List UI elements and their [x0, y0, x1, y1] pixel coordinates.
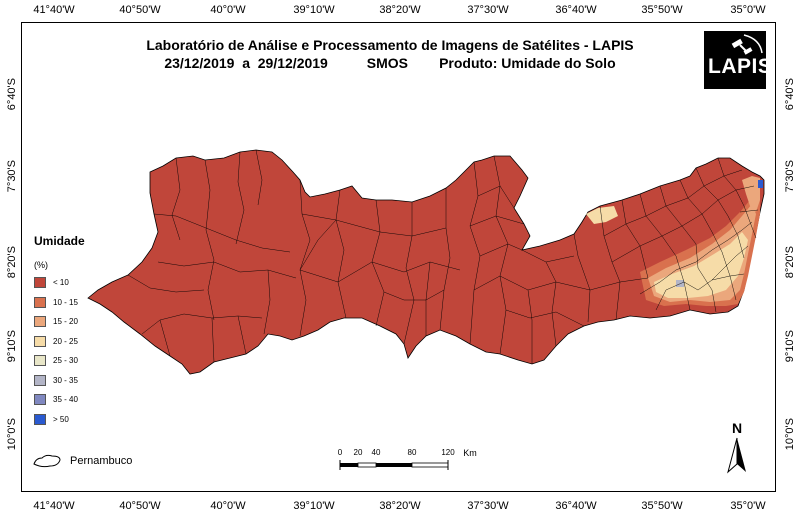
legend-item: < 10: [34, 273, 154, 293]
lon-tick-bottom-4: 38°20'W: [379, 500, 421, 512]
lon-tick-bottom-3: 39°10'W: [293, 500, 335, 512]
legend-label: > 50: [53, 414, 69, 424]
legend-swatch: [34, 316, 46, 328]
lon-tick-bottom-8: 35°0'W: [730, 500, 766, 512]
lapis-logo: LAPIS: [704, 31, 772, 89]
legend-title: Umidade: [34, 234, 85, 248]
lon-tick-bottom-5: 37°30'W: [467, 500, 509, 512]
title-line-2: 23/12/2019 a 29/12/2019 SMOS Produto: Um…: [164, 55, 616, 71]
lon-tick-bottom-1: 40°50'W: [119, 500, 161, 512]
legend-label: 20 - 25: [53, 336, 78, 346]
legend-items: < 10 10 - 15 15 - 20 20 - 25 25 - 30 30 - 35 3…: [34, 273, 154, 429]
scale-unit: Km: [463, 448, 477, 458]
legend-item: > 50: [34, 410, 154, 430]
scale-label-40: 40: [371, 448, 381, 457]
legend-label: 30 - 35: [53, 375, 78, 385]
legend-swatch: [34, 296, 46, 308]
lon-tick-top-6: 36°40'W: [555, 4, 597, 16]
legend-swatch: [34, 413, 46, 425]
municipality-boundaries: [127, 149, 759, 364]
logo-text: LAPIS: [708, 55, 773, 78]
lon-tick-top-2: 40°0'W: [210, 4, 246, 16]
lon-tick-bottom-2: 40°0'W: [210, 500, 246, 512]
scale-label-80: 80: [407, 448, 417, 457]
legend-item: 20 - 25: [34, 332, 154, 352]
state-outline-icon: [33, 454, 61, 468]
moisture-zone-30-35: [676, 280, 684, 287]
legend-label: 25 - 30: [53, 356, 78, 366]
moisture-zone-west-coast: [586, 206, 618, 224]
lon-tick-top-5: 37°30'W: [467, 4, 509, 16]
legend-label: 10 - 15: [53, 297, 78, 307]
moisture-zone-north-east: [742, 176, 760, 212]
moisture-legend: Umidade (%) < 10 10 - 15 15 - 20 20 - 25 25 …: [34, 234, 154, 429]
legend-swatch: [34, 374, 46, 386]
legend-swatch: [34, 355, 46, 367]
lon-tick-top-7: 35°50'W: [641, 4, 683, 16]
title-line-1: Laboratório de Análise e Processamento d…: [146, 37, 634, 53]
scale-graphic: [339, 460, 449, 470]
legend-item: 15 - 20: [34, 312, 154, 332]
north-label: N: [731, 420, 743, 436]
legend-item: 10 - 15: [34, 293, 154, 313]
lon-tick-top-8: 35°0'W: [730, 4, 766, 16]
legend-label: 15 - 20: [53, 317, 78, 327]
scale-label-20: 20: [353, 448, 363, 457]
map-title: Laboratório de Análise e Processamento d…: [100, 36, 680, 72]
scale-label-0: 0: [337, 448, 343, 457]
legend-swatch: [34, 394, 46, 406]
state-outline-label: Pernambuco: [70, 455, 133, 467]
pernambuco-polygon: [87, 149, 765, 375]
legend-item: 25 - 30: [34, 351, 154, 371]
legend-item: 35 - 40: [34, 390, 154, 410]
lon-tick-top-1: 40°50'W: [119, 4, 161, 16]
legend-swatch: [34, 277, 46, 289]
lon-tick-bottom-6: 36°40'W: [555, 500, 597, 512]
lon-tick-bottom-7: 35°50'W: [641, 500, 683, 512]
legend-unit: (%): [34, 260, 48, 270]
satellite-icon: [731, 34, 763, 55]
state-outline-legend: Pernambuco: [32, 452, 132, 470]
north-arrow: N: [722, 420, 752, 478]
legend-label: 35 - 40: [53, 395, 78, 405]
legend-label: < 10: [53, 278, 69, 288]
lon-tick-top-4: 38°20'W: [379, 4, 421, 16]
legend-swatch: [34, 335, 46, 347]
north-arrow-icon: [727, 437, 746, 474]
map-frame: [21, 22, 776, 492]
moisture-zone-above-50: [758, 180, 763, 188]
lon-tick-top-3: 39°10'W: [293, 4, 335, 16]
lon-tick-bottom-0: 41°40'W: [33, 500, 75, 512]
scale-label-120: 120: [441, 448, 455, 457]
state-shape: [87, 149, 765, 375]
legend-item: 30 - 35: [34, 371, 154, 391]
lon-tick-top-0: 41°40'W: [33, 4, 75, 16]
